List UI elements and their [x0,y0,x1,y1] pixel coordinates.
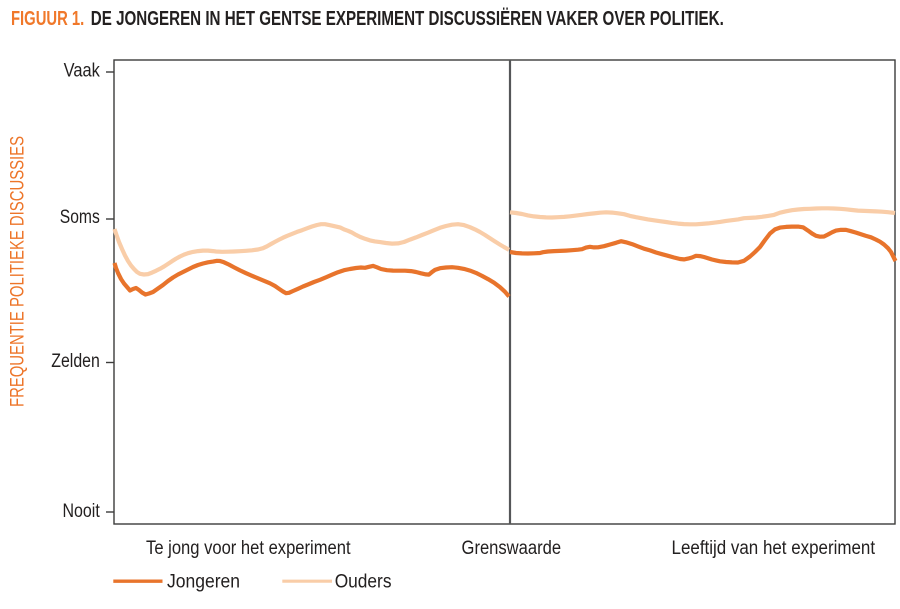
svg-text:Grenswaarde: Grenswaarde [462,538,562,559]
svg-text:Soms: Soms [60,207,100,228]
svg-text:Vaak: Vaak [64,60,101,81]
svg-text:Leeftijd van het experiment: Leeftijd van het experiment [672,538,876,559]
svg-text:DE JONGEREN IN HET GENTSE EXPE: DE JONGEREN IN HET GENTSE EXPERIMENT DIS… [91,7,724,30]
svg-text:Jongeren: Jongeren [167,571,240,592]
svg-text:Ouders: Ouders [335,571,392,592]
svg-text:Nooit: Nooit [63,501,101,522]
svg-text:FIGUUR 1.: FIGUUR 1. [11,8,84,30]
svg-text:Te jong voor het experiment: Te jong voor het experiment [146,538,351,559]
svg-text:Zelden: Zelden [51,351,100,372]
svg-text:FREQUENTIE POLITIEKE DISCUSSIE: FREQUENTIE POLITIEKE DISCUSSIES [8,136,29,407]
